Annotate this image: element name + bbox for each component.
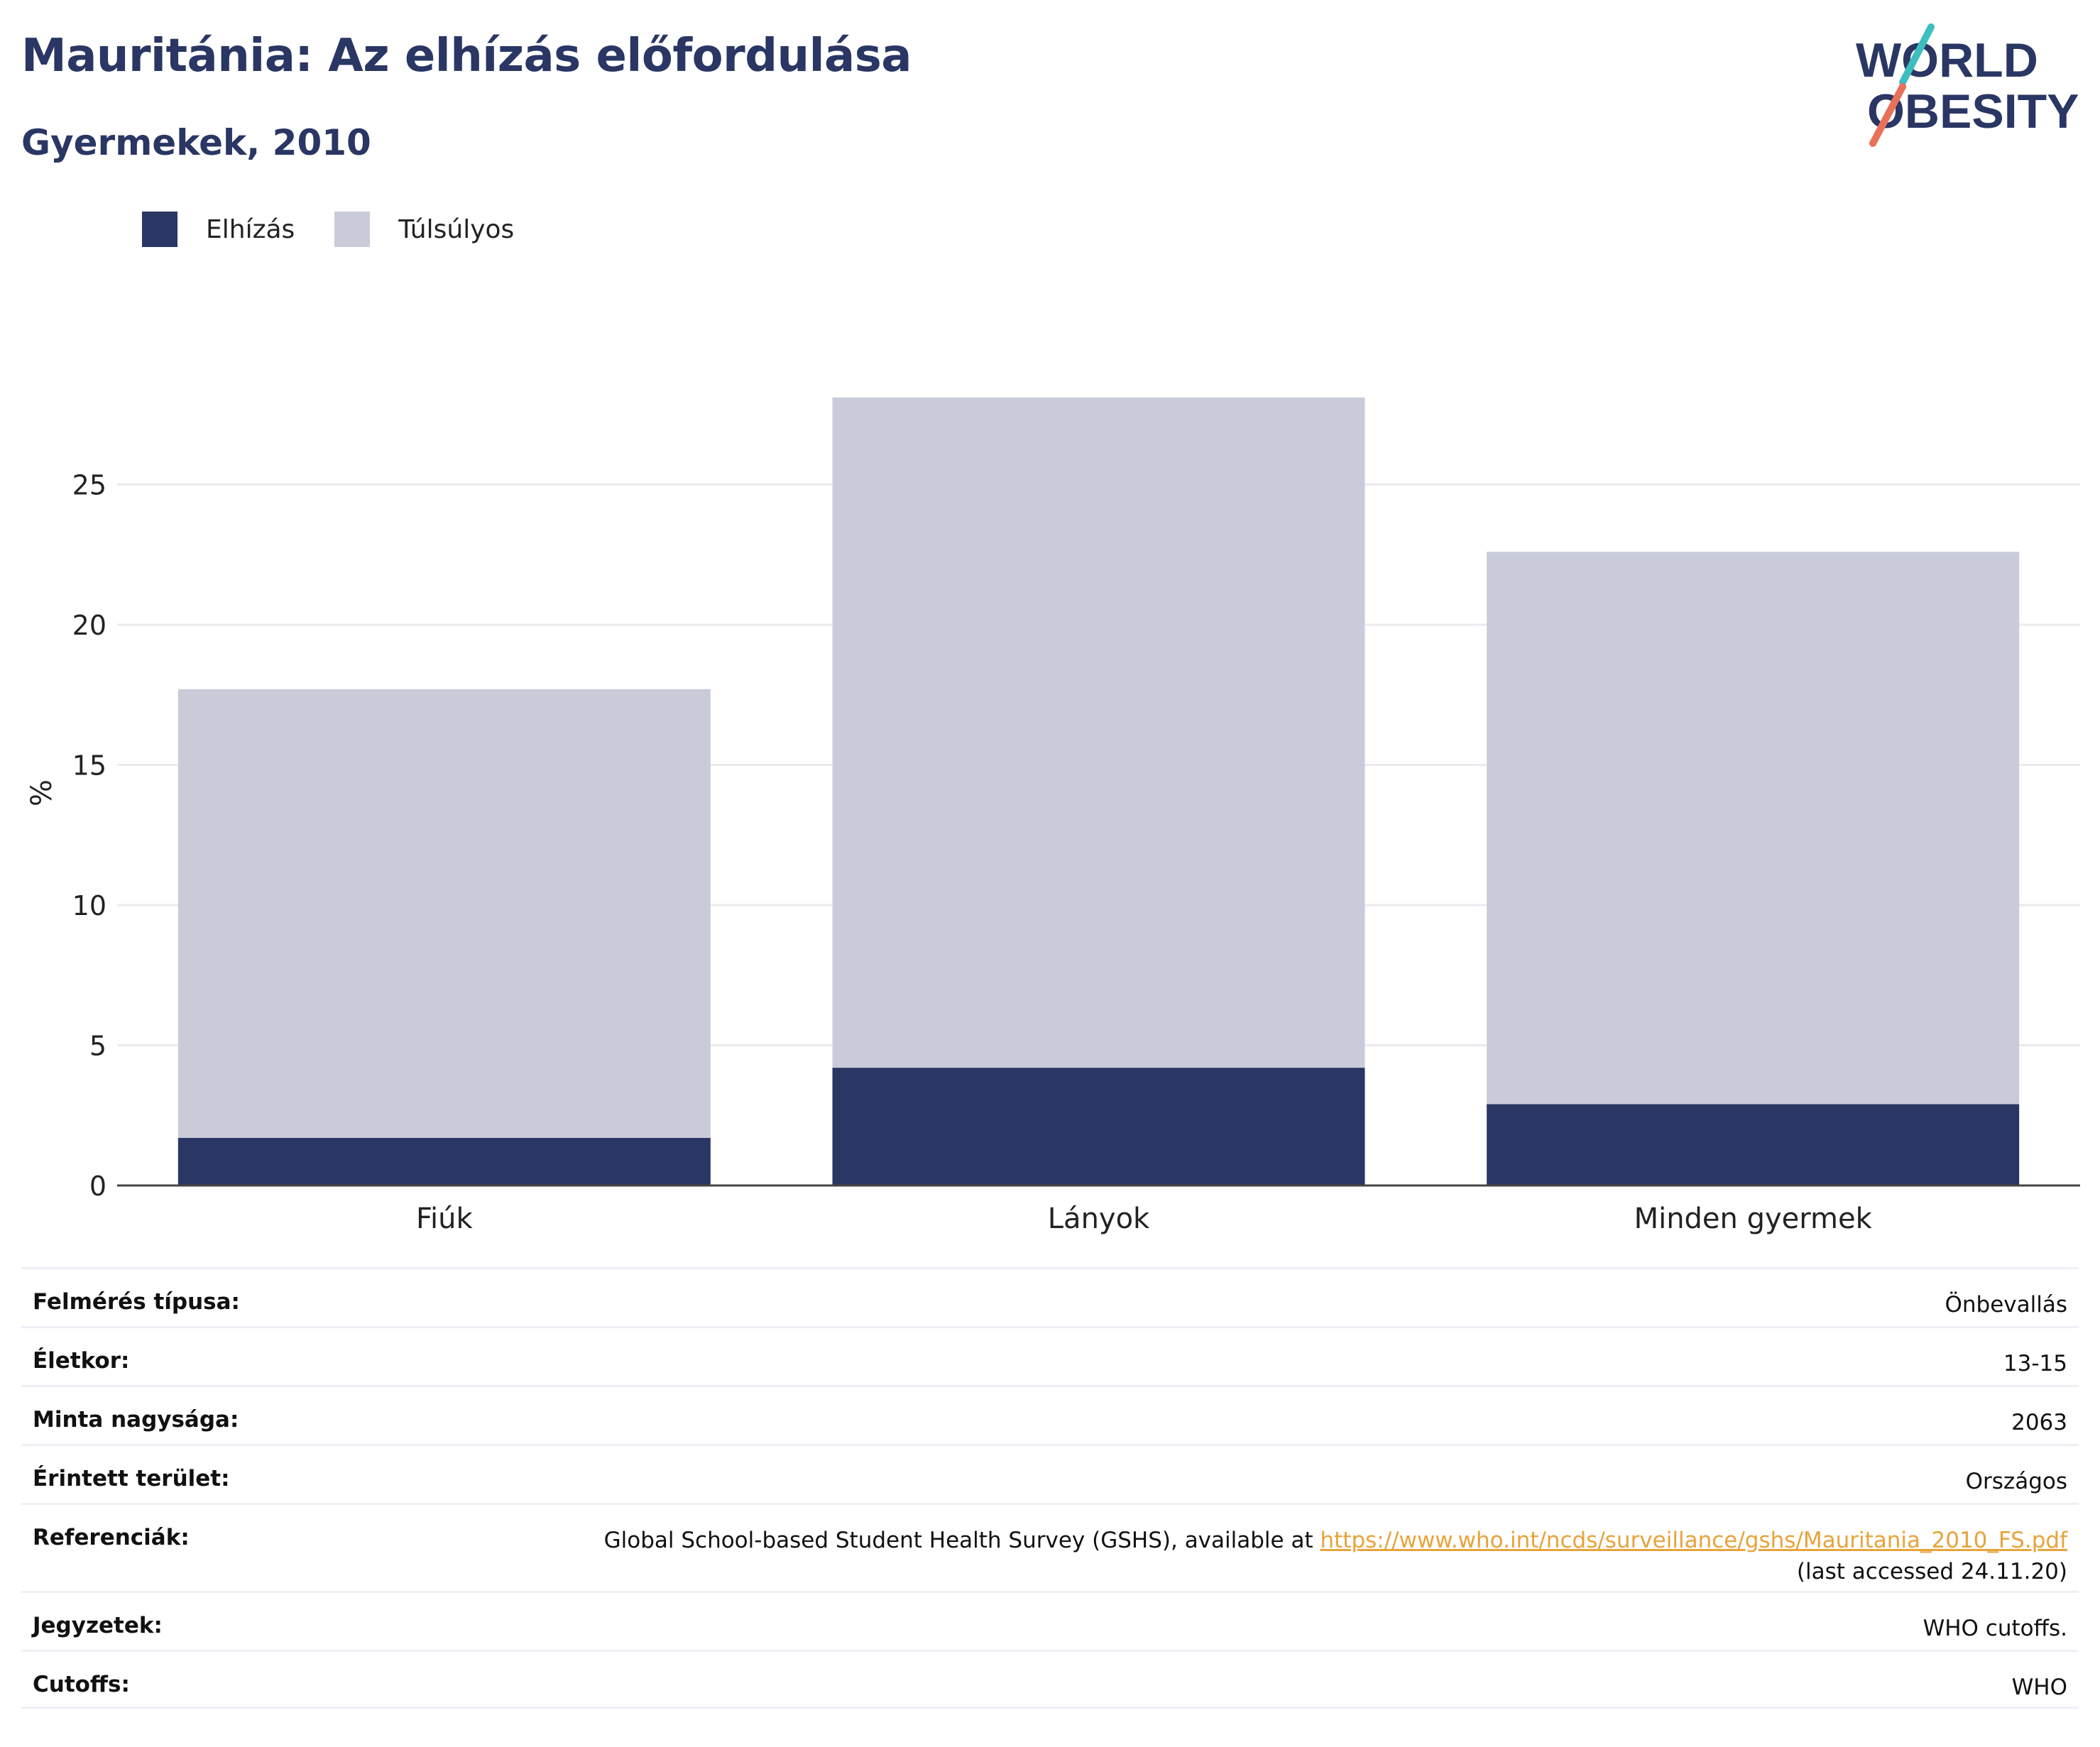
reference-link[interactable]: https://www.who.int/ncds/surveillance/gs…	[1320, 1528, 2067, 1553]
legend-label-obesity: Elhízás	[206, 214, 295, 244]
meta-label: Érintett terület:	[33, 1466, 230, 1491]
meta-value-note: (last accessed 24.11.20)	[1796, 1559, 2067, 1584]
page-subtitle: Gyermekek, 2010	[21, 122, 371, 163]
meta-value: Önbevallás	[1945, 1289, 2067, 1320]
meta-value: Országos	[1966, 1466, 2067, 1497]
meta-value-text: WHO cutoffs.	[1923, 1616, 2067, 1641]
meta-label: Minta nagysága:	[33, 1407, 239, 1433]
meta-value-text: 2063	[2011, 1410, 2067, 1435]
meta-value-text: Országos	[1965, 1469, 2067, 1494]
bar-obesity-1	[832, 1068, 1365, 1185]
meta-value-text: 13-15	[2003, 1351, 2067, 1376]
meta-label: Jegyzetek:	[33, 1613, 163, 1638]
y-tick-label: 10	[72, 890, 106, 921]
bar-chart: 0 5 10 15 20 25% Fiúk Lányok Minden gyermek	[26, 398, 2080, 1235]
meta-value-text: Önbevallás	[1945, 1292, 2067, 1318]
meta-row: Cutoffs: WHO	[21, 1650, 2079, 1709]
y-axis-label: %	[26, 779, 58, 806]
meta-value: 13-15	[2003, 1348, 2067, 1379]
bar-obesity-2	[1487, 1104, 2020, 1185]
chart-legend: Elhízás Túlsúlyos	[142, 209, 554, 249]
meta-row: Minta nagysága: 2063	[21, 1385, 2079, 1444]
meta-row: Életkor: 13-15	[21, 1326, 2079, 1385]
meta-value-text: WHO	[2011, 1675, 2067, 1700]
meta-label: Cutoffs:	[33, 1672, 130, 1697]
x-tick-label: Fiúk	[416, 1203, 474, 1235]
meta-row: Érintett terület: Országos	[21, 1444, 2079, 1503]
y-tick-label: 25	[72, 470, 106, 501]
logo-slash-teal	[1899, 23, 1935, 86]
meta-row: Jegyzetek: WHO cutoffs.	[21, 1591, 2079, 1650]
bar-obesity-0	[177, 1137, 711, 1185]
meta-label: Felmérés típusa:	[33, 1289, 240, 1315]
meta-value: Global School-based Student Health Surve…	[604, 1525, 2067, 1587]
y-tick-label: 0	[89, 1171, 106, 1202]
meta-value: WHO	[2012, 1672, 2067, 1703]
logo-line-1: WORLD	[1856, 33, 2038, 87]
meta-value: WHO cutoffs.	[1923, 1613, 2067, 1644]
y-tick-label: 5	[89, 1031, 106, 1062]
survey-details-table: Felmérés típusa: Önbevallás Életkor: 13-15 M…	[21, 1267, 2079, 1709]
meta-row: Referenciák: Global School-based Student …	[21, 1503, 2079, 1591]
page-title: Mauritánia: Az elhízás előfordulása	[21, 30, 912, 82]
legend-swatch-obesity	[142, 212, 177, 247]
bar-overweight-2	[1487, 552, 2020, 1105]
meta-value-text: Global School-based Student Health Surve…	[603, 1528, 1320, 1553]
x-tick-label: Minden gyermek	[1634, 1203, 1873, 1235]
meta-label: Életkor:	[33, 1348, 130, 1374]
y-tick-label: 15	[72, 750, 106, 782]
bar-overweight-0	[177, 689, 711, 1138]
meta-row: Felmérés típusa: Önbevallás	[21, 1267, 2079, 1326]
bar-overweight-1	[832, 398, 1365, 1068]
world-obesity-logo: WORLD OBESITY	[1856, 23, 2079, 147]
meta-label: Referenciák:	[33, 1525, 190, 1550]
y-tick-label: 20	[72, 610, 106, 641]
x-tick-label: Lányok	[1048, 1203, 1150, 1235]
legend-swatch-overweight	[334, 212, 371, 247]
legend-label-overweight: Túlsúlyos	[398, 214, 515, 244]
meta-value: 2063	[2011, 1407, 2067, 1438]
logo-slash-coral	[1869, 83, 1906, 147]
legend-item-overweight[interactable]: Túlsúlyos	[334, 212, 514, 247]
legend-item-obesity[interactable]: Elhízás	[142, 212, 295, 247]
